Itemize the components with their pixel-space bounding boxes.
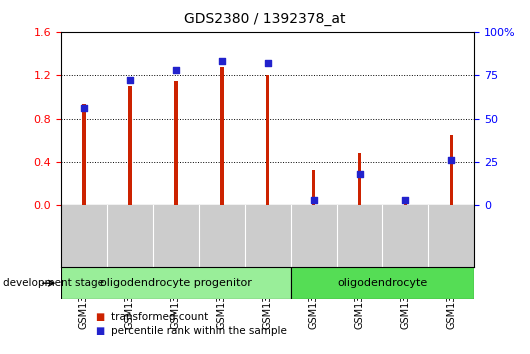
- Text: percentile rank within the sample: percentile rank within the sample: [111, 326, 287, 336]
- Point: [217, 58, 226, 64]
- Point: [172, 67, 180, 73]
- Bar: [266, 75, 269, 205]
- Bar: [312, 170, 315, 205]
- Point: [310, 197, 318, 203]
- Bar: [128, 86, 131, 205]
- Bar: [358, 153, 361, 205]
- Bar: [404, 203, 407, 205]
- Bar: [174, 81, 178, 205]
- Bar: [220, 67, 224, 205]
- Text: transformed count: transformed count: [111, 312, 208, 322]
- Bar: [290, 267, 474, 299]
- Text: GDS2380 / 1392378_at: GDS2380 / 1392378_at: [184, 12, 346, 27]
- Text: oligodendrocyte: oligodendrocyte: [338, 278, 428, 288]
- Bar: [82, 104, 86, 205]
- Point: [355, 171, 364, 177]
- Point: [126, 78, 134, 83]
- Text: ■: ■: [95, 312, 104, 322]
- Text: development stage: development stage: [3, 278, 104, 288]
- Point: [80, 105, 88, 111]
- Point: [263, 60, 272, 66]
- Point: [447, 158, 456, 163]
- Bar: [449, 135, 453, 205]
- Text: oligodendrocyte progenitor: oligodendrocyte progenitor: [100, 278, 252, 288]
- Point: [401, 197, 410, 203]
- Text: ■: ■: [95, 326, 104, 336]
- Bar: [61, 267, 290, 299]
